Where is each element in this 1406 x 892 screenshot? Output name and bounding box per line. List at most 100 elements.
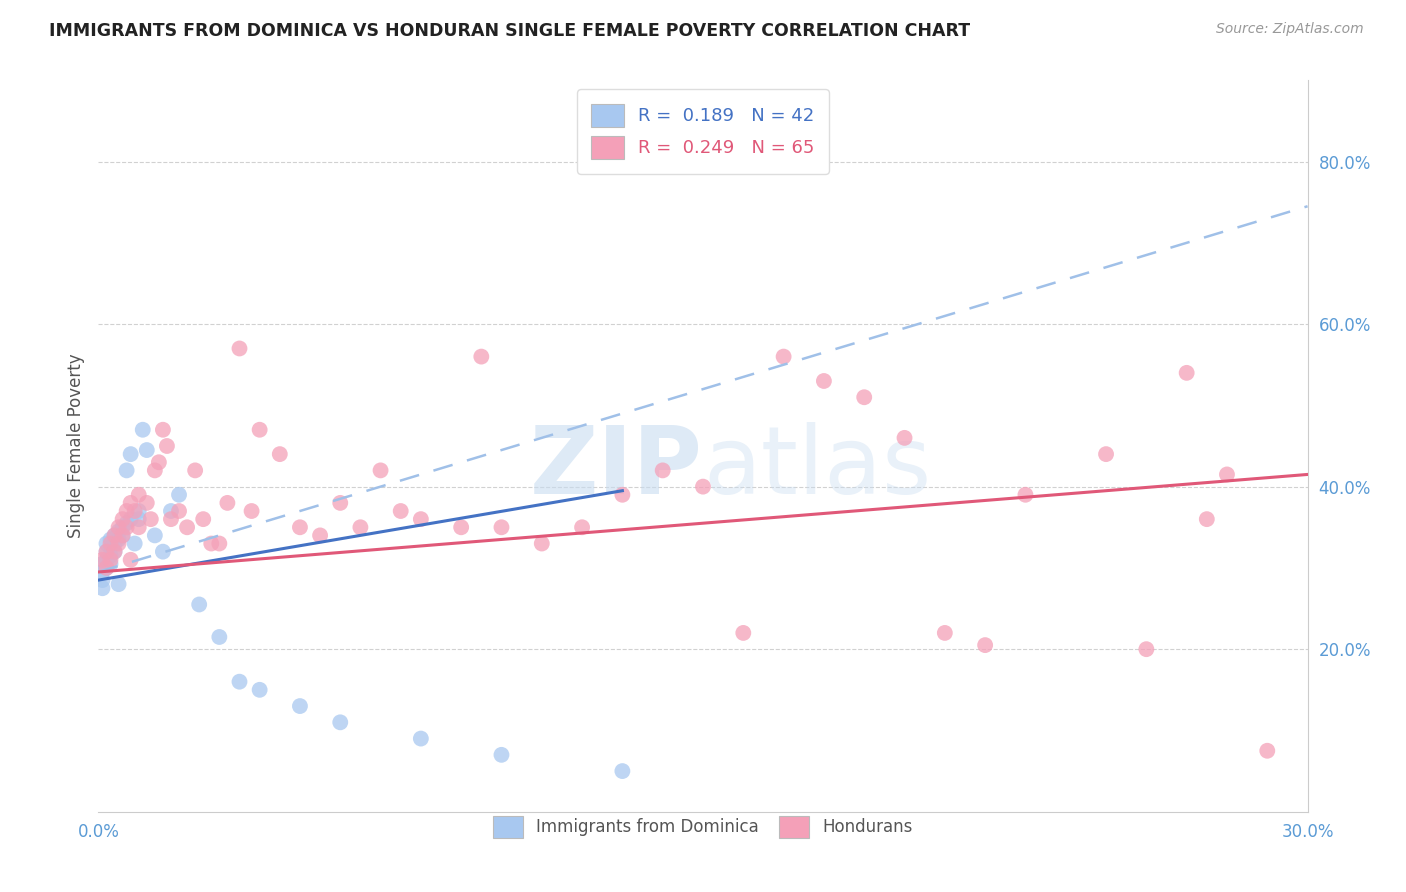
Point	[96, 561, 118, 575]
Point	[200, 536, 222, 550]
Point	[240, 504, 263, 518]
Point	[100, 553, 122, 567]
Text: IMMIGRANTS FROM DOMINICA VS HONDURAN SINGLE FEMALE POVERTY CORRELATION CHART: IMMIGRANTS FROM DOMINICA VS HONDURAN SIN…	[49, 22, 970, 40]
Point	[160, 504, 183, 518]
Point	[91, 565, 114, 579]
Point	[853, 390, 876, 404]
Point	[124, 536, 146, 550]
Point	[120, 553, 142, 567]
Legend: Immigrants from Dominica, Hondurans: Immigrants from Dominica, Hondurans	[479, 803, 927, 851]
Point	[612, 764, 634, 778]
Point	[309, 528, 332, 542]
Point	[143, 528, 166, 542]
Point	[167, 488, 190, 502]
Point	[111, 528, 134, 542]
Point	[409, 731, 432, 746]
Point	[96, 544, 118, 558]
Point	[974, 638, 997, 652]
Point	[184, 463, 207, 477]
Point	[128, 512, 150, 526]
Point	[120, 512, 142, 526]
Point	[96, 561, 118, 575]
Point	[571, 520, 593, 534]
Point	[107, 533, 129, 547]
Text: atlas: atlas	[703, 422, 931, 514]
Point	[103, 544, 125, 558]
Point	[115, 516, 138, 531]
Point	[135, 496, 157, 510]
Point	[115, 463, 138, 477]
Point	[1175, 366, 1198, 380]
Point	[96, 553, 118, 567]
Point	[349, 520, 371, 534]
Point	[934, 626, 956, 640]
Point	[152, 423, 174, 437]
Point	[193, 512, 215, 526]
Point	[409, 512, 432, 526]
Point	[217, 496, 239, 510]
Point	[91, 581, 114, 595]
Point	[156, 439, 179, 453]
Point	[107, 520, 129, 534]
Point	[249, 423, 271, 437]
Point	[91, 573, 114, 587]
Point	[96, 544, 118, 558]
Point	[160, 512, 183, 526]
Point	[1216, 467, 1239, 482]
Point	[100, 533, 122, 547]
Point	[733, 626, 755, 640]
Point	[651, 463, 673, 477]
Point	[491, 520, 513, 534]
Point	[120, 496, 142, 510]
Point	[893, 431, 915, 445]
Y-axis label: Single Female Poverty: Single Female Poverty	[66, 354, 84, 538]
Point	[103, 528, 125, 542]
Point	[228, 342, 250, 356]
Point	[115, 504, 138, 518]
Point	[329, 496, 352, 510]
Point	[128, 520, 150, 534]
Point	[132, 423, 155, 437]
Point	[107, 524, 129, 539]
Point	[1256, 744, 1278, 758]
Point	[152, 544, 174, 558]
Point	[1195, 512, 1218, 526]
Point	[100, 549, 122, 563]
Point	[288, 520, 311, 534]
Point	[148, 455, 170, 469]
Point	[491, 747, 513, 762]
Point	[370, 463, 392, 477]
Point	[115, 520, 138, 534]
Point	[103, 528, 125, 542]
Point	[208, 536, 231, 550]
Point	[100, 541, 122, 555]
Point	[470, 350, 492, 364]
Point	[188, 598, 211, 612]
Point	[208, 630, 231, 644]
Point	[96, 536, 118, 550]
Point	[111, 520, 134, 534]
Point	[269, 447, 291, 461]
Point	[329, 715, 352, 730]
Point	[91, 553, 114, 567]
Point	[1135, 642, 1157, 657]
Point	[692, 480, 714, 494]
Point	[120, 447, 142, 461]
Point	[107, 577, 129, 591]
Point	[100, 557, 122, 571]
Point	[100, 536, 122, 550]
Point	[530, 536, 553, 550]
Point	[124, 504, 146, 518]
Point	[228, 674, 250, 689]
Point	[128, 488, 150, 502]
Point	[128, 504, 150, 518]
Point	[143, 463, 166, 477]
Point	[139, 512, 162, 526]
Point	[772, 350, 794, 364]
Point	[389, 504, 412, 518]
Point	[103, 536, 125, 550]
Point	[288, 699, 311, 714]
Point	[107, 536, 129, 550]
Point	[813, 374, 835, 388]
Point	[111, 528, 134, 542]
